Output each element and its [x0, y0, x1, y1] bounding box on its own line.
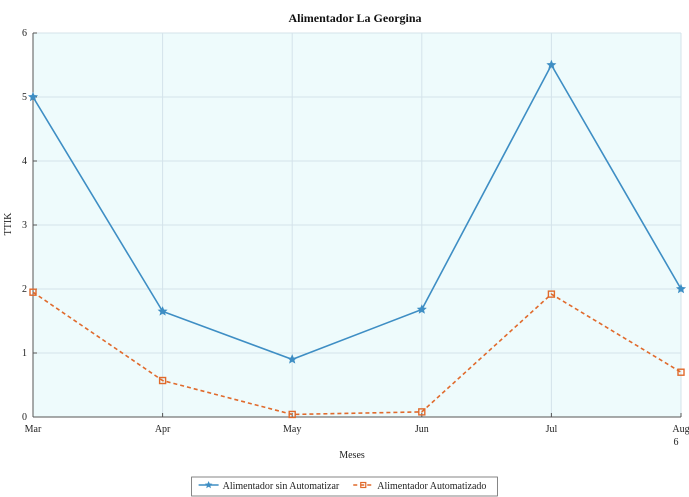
data-point-marker — [158, 376, 167, 385]
data-point-marker — [287, 354, 298, 364]
y-tick-label: 1 — [22, 348, 27, 359]
x-axis-suffix-label: 6 — [674, 437, 679, 448]
legend-item: Alimentador Automatizado — [353, 481, 486, 492]
legend-marker-sample — [204, 481, 213, 489]
y-tick-label: 4 — [22, 156, 27, 167]
data-point-marker — [157, 306, 168, 316]
x-tick-label: May — [283, 424, 301, 435]
data-point-marker — [416, 304, 427, 314]
legend-label: Alimentador sin Automatizar — [223, 481, 340, 492]
legend-label: Alimentador Automatizado — [377, 481, 486, 492]
data-point-marker — [418, 408, 426, 416]
data-point-marker — [547, 290, 556, 298]
legend-marker-sample — [360, 481, 367, 489]
data-point-marker — [546, 59, 557, 70]
legend: Alimentador sin Automatizar Alimentador A… — [191, 476, 498, 497]
data-point-marker — [27, 91, 39, 102]
y-tick-label: 6 — [22, 28, 27, 39]
legend-box — [191, 476, 498, 497]
data-point-marker — [288, 410, 296, 419]
y-axis-label: TTIK — [3, 212, 14, 236]
data-point-marker — [675, 283, 687, 294]
x-tick-label: Mar — [25, 424, 42, 435]
x-tick-label: Aug — [672, 424, 689, 435]
chart-title: Alimentador La Georgina — [288, 11, 421, 25]
series-line — [32, 63, 682, 361]
series-layer — [27, 59, 687, 419]
y-tick-label: 3 — [22, 220, 27, 231]
legend-item: Alimentador sin Automatizar — [198, 481, 340, 492]
series-1 — [27, 59, 687, 364]
series-2 — [29, 288, 685, 419]
y-tick-label: 2 — [22, 284, 27, 295]
data-point-marker — [29, 288, 37, 296]
y-tick-label: 5 — [22, 92, 27, 103]
x-tick-label: Jun — [415, 424, 429, 435]
x-tick-label: Apr — [155, 424, 171, 435]
data-point-marker — [677, 368, 685, 376]
x-tick-label: Jul — [546, 424, 558, 435]
y-tick-label: 0 — [22, 412, 27, 423]
x-axis-label: Meses — [339, 450, 365, 461]
